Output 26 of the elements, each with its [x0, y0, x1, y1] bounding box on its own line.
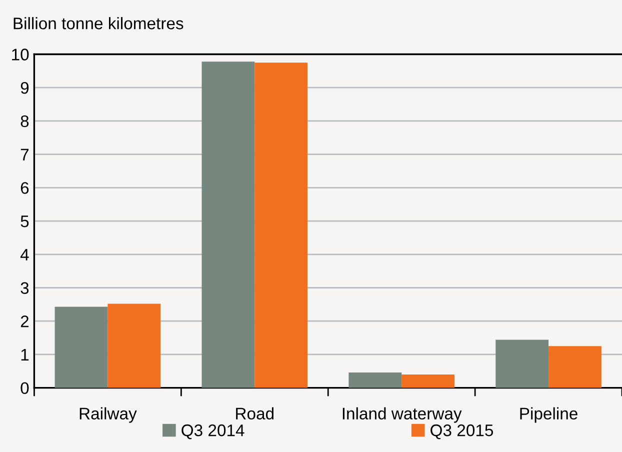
y-tick-label: 1 [21, 349, 29, 360]
y-tick-label: 4 [20, 248, 29, 260]
y-tick-label: 0 [20, 382, 29, 394]
y-tick-label: 9 [20, 82, 29, 94]
y-axis-title: Billion tonne kilometres [14, 17, 184, 30]
bar [202, 62, 255, 388]
bar [54, 306, 108, 388]
bar [108, 304, 161, 388]
y-tick-label: 3 [20, 282, 29, 294]
x-tick-label: Railway [80, 407, 137, 423]
bar [402, 374, 454, 388]
y-tick-label: 8 [20, 115, 29, 128]
y-tick-label: 7 [20, 148, 29, 160]
x-tick-label: Pipeline [520, 407, 578, 423]
legend-label: Q3 2014 [182, 424, 244, 440]
x-tick-label: Inland waterway [342, 407, 462, 423]
bar [548, 346, 602, 388]
bar [254, 62, 308, 388]
x-tick-label: Road [236, 407, 274, 420]
y-tick-label: 5 [20, 216, 29, 228]
bar [348, 372, 402, 388]
y-tick-label: 10 [12, 48, 29, 60]
y-tick-label: 6 [20, 182, 29, 194]
bar [496, 340, 549, 388]
y-tick-label: 2 [20, 316, 29, 328]
legend-label: Q3 2015 [430, 424, 494, 440]
